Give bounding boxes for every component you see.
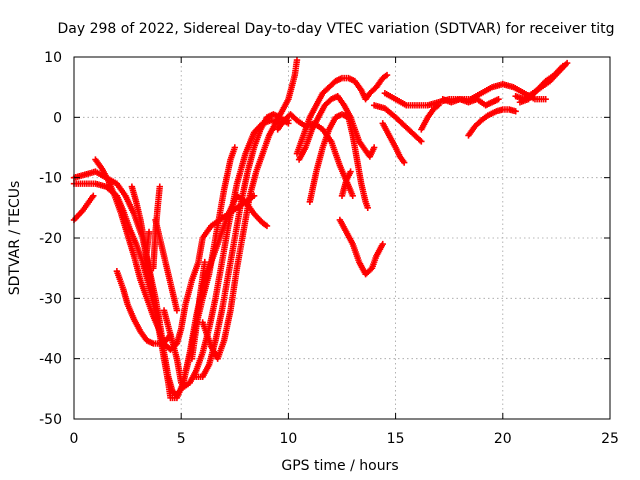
x-tick-label: 5 — [177, 431, 186, 447]
data-point — [512, 108, 519, 115]
y-tick-label: 10 — [44, 50, 62, 66]
axes: 0 5 10 15 20 25 -50 -40 -30 -20 -10 0 10 — [39, 50, 619, 447]
y-tick-label: -30 — [39, 291, 62, 307]
x-tick-label: 0 — [70, 431, 79, 447]
data-point — [293, 56, 301, 64]
data-point — [370, 144, 378, 151]
series-arc21 — [370, 102, 425, 145]
series-arc14 — [188, 258, 208, 362]
data-point — [347, 168, 354, 175]
data-point — [400, 159, 408, 166]
y-tick-label: -10 — [39, 171, 62, 187]
x-tick-label: 10 — [279, 431, 297, 447]
data-point — [263, 222, 271, 230]
data-point — [416, 137, 424, 144]
data-point — [495, 96, 502, 103]
data-point — [231, 144, 238, 151]
x-tick-label: 25 — [601, 431, 619, 447]
data-point — [418, 138, 425, 145]
y-tick-label: -20 — [39, 231, 62, 247]
y-axis-label: SDTVAR / TECUs — [7, 181, 23, 296]
data-point — [379, 240, 386, 248]
series-arc23 — [381, 80, 549, 109]
series-arc8 — [152, 216, 181, 314]
data-points — [70, 56, 571, 402]
series-arc19 — [338, 168, 354, 199]
x-tick-label: 20 — [494, 431, 512, 447]
series-arc28 — [516, 62, 567, 106]
series-arc10 — [160, 307, 185, 386]
data-point — [285, 120, 292, 127]
series-arc20 — [336, 216, 386, 278]
series-arc13 — [199, 56, 301, 362]
data-point — [173, 307, 181, 314]
series-arc5 — [113, 267, 174, 347]
x-axis-label: GPS time / hours — [281, 458, 398, 474]
series-arc18 — [306, 111, 371, 212]
series-arc16 — [293, 71, 391, 157]
data-point — [349, 192, 356, 199]
data-point — [559, 62, 567, 70]
series-arc24 — [418, 102, 442, 133]
y-tick-label: -40 — [39, 352, 62, 368]
data-point — [563, 59, 571, 67]
y-tick-label: -50 — [39, 412, 62, 428]
data-point — [141, 264, 148, 272]
data-point — [150, 264, 157, 272]
series-arc22 — [379, 120, 408, 166]
data-point — [435, 102, 442, 109]
data-point — [90, 192, 97, 199]
series-arc1 — [70, 192, 97, 224]
data-point — [383, 71, 391, 79]
y-tick-label: 0 — [53, 110, 62, 126]
data-point — [178, 379, 185, 386]
series-arc25 — [439, 96, 502, 109]
data-point — [542, 96, 549, 103]
data-point — [364, 204, 371, 212]
series-arc9 — [141, 228, 153, 272]
data-point — [154, 313, 161, 320]
data-point — [201, 258, 208, 266]
series-arc26 — [465, 106, 519, 139]
x-tick-label: 15 — [387, 431, 405, 447]
chart-title: Day 298 of 2022, Sidereal Day-to-day VTE… — [58, 21, 615, 37]
data-point — [367, 266, 374, 273]
grid-lines — [74, 57, 610, 419]
